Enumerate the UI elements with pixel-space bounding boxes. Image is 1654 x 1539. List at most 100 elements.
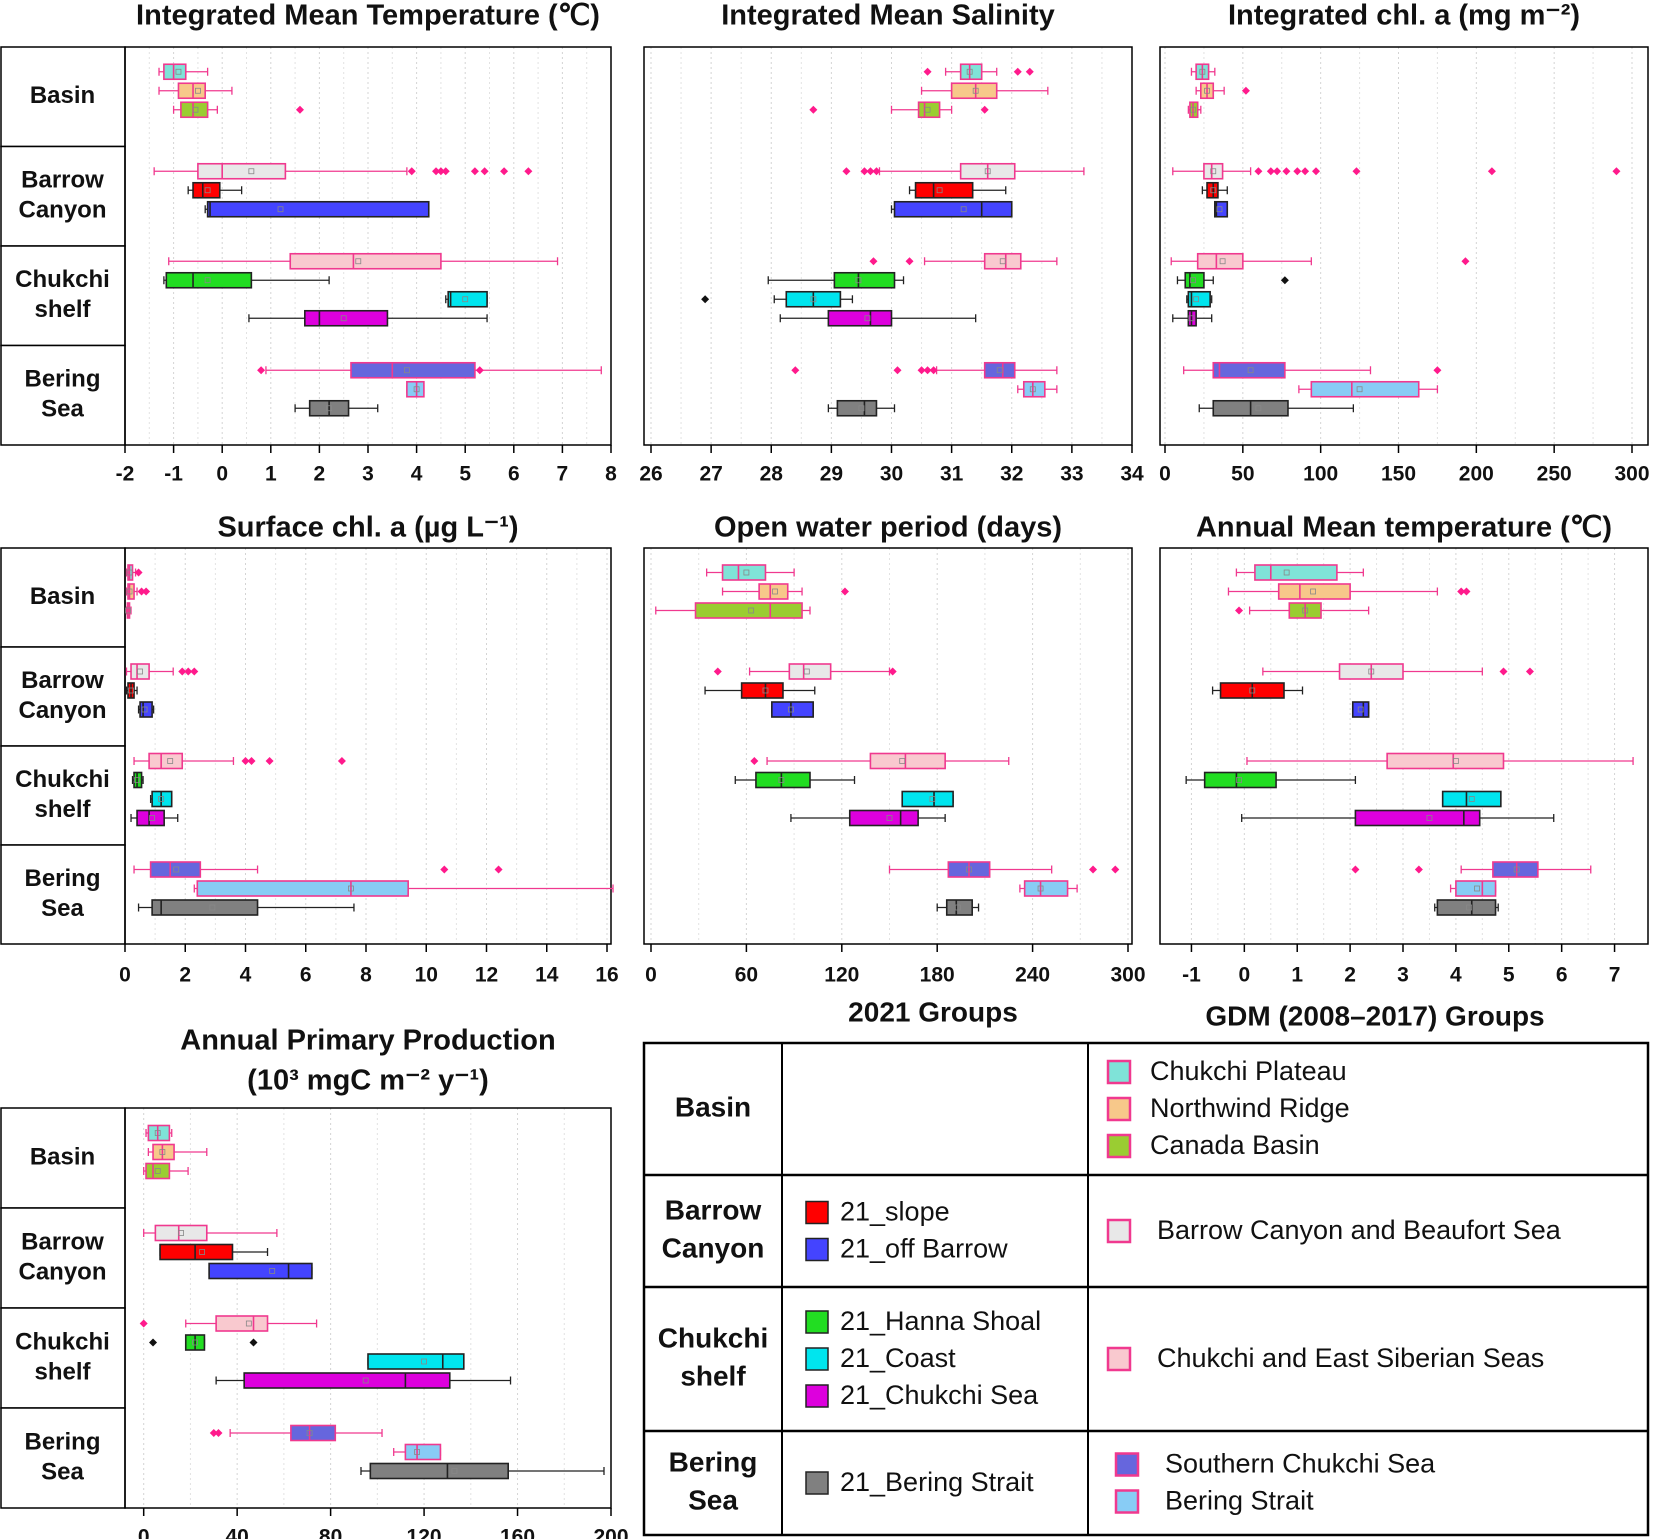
box-mean	[126, 569, 133, 576]
row-label-box	[0, 1307, 126, 1409]
chart-panel-4: Surface chl. a (µg L⁻¹) Basin Barrow Canyon…	[0, 512, 619, 987]
legend-label-gdm: Bering Strait	[1165, 1486, 1314, 1516]
box-bering-strait	[1449, 880, 1497, 897]
box-mean	[277, 206, 284, 213]
box-mean	[1310, 588, 1316, 595]
legend-label-2021: 21_Chukchi Sea	[840, 1380, 1039, 1410]
tick-label: 29	[820, 463, 843, 486]
box-mean	[403, 367, 410, 374]
box-mean	[204, 187, 211, 194]
tick-label: 28	[760, 463, 784, 486]
box-body	[836, 399, 878, 417]
box-mean	[167, 758, 174, 764]
legend-swatch-gdm	[1106, 1218, 1132, 1244]
outlier	[809, 105, 818, 114]
box-body	[1492, 861, 1539, 878]
box-body	[1203, 771, 1277, 789]
legend-row-label: shelf	[680, 1360, 746, 1391]
outlier	[750, 757, 759, 765]
box-chukchi-plateau	[923, 63, 1034, 81]
legend-row-label: Canyon	[662, 1232, 765, 1263]
legend-swatch-gdm	[1106, 1133, 1132, 1159]
box-northwind-ridge	[125, 583, 151, 600]
box-northwind-ridge	[1227, 583, 1471, 600]
box-body	[869, 752, 946, 770]
box-mean	[192, 1339, 198, 1346]
box-chukchi-plateau	[1235, 564, 1364, 581]
legend-label-gdm: Canada Basin	[1150, 1130, 1320, 1160]
tick-label: 2	[314, 463, 326, 486]
tick-label: 0	[645, 964, 657, 987]
legend-swatch-2021	[805, 1237, 829, 1262]
tick-label: 50	[1231, 463, 1254, 486]
row-label: shelf	[34, 796, 91, 823]
box-barrow-canyon-and-beaufort-sea	[125, 663, 199, 680]
tick-label: 300	[1110, 964, 1145, 987]
box-canada-basin	[143, 1162, 189, 1180]
box-body	[950, 82, 998, 100]
box-mean	[936, 187, 943, 194]
box-21-slope	[1201, 181, 1228, 199]
tick-label: 34	[1120, 463, 1144, 486]
tick-label: 180	[920, 964, 955, 987]
outlier	[1499, 667, 1508, 676]
box-21-coast	[367, 1353, 465, 1370]
box-body	[165, 271, 253, 289]
tick-label: 12	[475, 964, 498, 987]
row-label: Barrow	[21, 667, 104, 694]
box-21-off-barrow	[1351, 701, 1370, 718]
outlier	[494, 865, 503, 874]
row-label: Bering	[24, 865, 100, 892]
box-mean	[984, 168, 991, 175]
box-mean	[137, 668, 143, 675]
outlier	[1013, 67, 1022, 76]
outlier	[337, 757, 346, 765]
tick-label: 4	[411, 463, 423, 486]
legend-swatch-gdm	[1106, 1059, 1132, 1085]
tick-label: 16	[595, 964, 618, 987]
box-body	[788, 663, 832, 680]
box-21-bering-strait	[137, 899, 355, 916]
box-mean	[966, 68, 973, 75]
tick-label: 32	[1000, 463, 1023, 486]
box-21-hanna-shoal	[1185, 771, 1357, 789]
tick-label: 0	[119, 964, 131, 987]
box-21-coast	[149, 790, 173, 808]
box-chukchi-plateau	[125, 564, 143, 581]
box-southern-chukchi-sea	[1183, 361, 1442, 379]
row-label-box	[0, 1207, 126, 1309]
box-mean	[194, 87, 201, 94]
outlier	[923, 366, 932, 375]
box-mean	[924, 106, 931, 113]
box-mean	[340, 315, 347, 322]
tick-label: 5	[1503, 964, 1515, 987]
outlier	[1301, 167, 1310, 176]
outlier	[1612, 167, 1621, 176]
box-mean	[141, 706, 148, 713]
outlier	[440, 865, 449, 874]
tick-label: 200	[593, 1526, 628, 1539]
box-21-slope	[908, 181, 1007, 199]
box-mean	[204, 277, 211, 284]
box-21-coast	[901, 790, 954, 808]
box-body	[163, 63, 187, 81]
box-body	[1022, 380, 1046, 398]
box-body	[192, 181, 221, 199]
legend-table: 2021 Groups GDM (2008–2017) Groups Basin Ch…	[642, 996, 1650, 1537]
box-barrow-canyon-and-beaufort-sea	[1172, 162, 1621, 180]
box-southern-chukchi-sea	[888, 861, 1120, 878]
chart-panel-1: Integrated Mean Temperature (℃) Basin Barr…	[0, 0, 617, 486]
tick-label: 120	[824, 964, 859, 987]
box-body	[180, 101, 209, 119]
box-21-off-barrow	[890, 200, 1013, 218]
box-21-off-barrow	[137, 701, 155, 718]
outlier	[1025, 67, 1034, 76]
legend-swatch-gdm	[1106, 1096, 1132, 1122]
outlier	[1241, 86, 1250, 95]
box-21-hanna-shoal	[767, 271, 905, 289]
box-southern-chukchi-sea	[257, 361, 602, 379]
legend-swatch-gdm	[1114, 1452, 1140, 1477]
box-21-chukchi-sea	[130, 809, 179, 827]
box-mean	[1255, 405, 1262, 412]
